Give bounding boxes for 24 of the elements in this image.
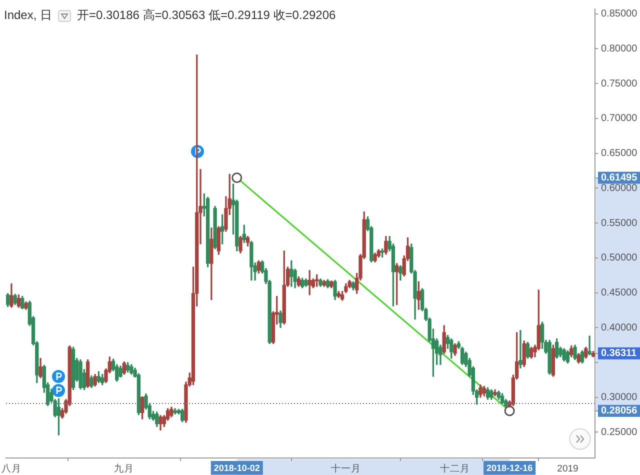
y-tick-label: 0.75000 bbox=[601, 78, 638, 90]
x-tick-label: 十二月 bbox=[440, 462, 470, 474]
x-tick-label: 2018-12-16 bbox=[486, 462, 533, 473]
y-tick-label: 0.40000 bbox=[601, 322, 638, 334]
x-tick-label: 九月 bbox=[114, 462, 134, 474]
chart-subtitle: 开=0.30186 高=0.30563 低=0.29119 收=0.29206 bbox=[77, 7, 336, 24]
y-tick-label: 0.85000 bbox=[601, 8, 638, 20]
y-tick-label: 0.80000 bbox=[601, 43, 638, 54]
y-tick-label: 0.25000 bbox=[601, 426, 638, 438]
y-tick-label: 0.28056 bbox=[601, 406, 638, 417]
y-tick-label: 0.65000 bbox=[601, 148, 638, 160]
y-tick-label: 0.60000 bbox=[601, 182, 638, 194]
y-tick-label: 0.70000 bbox=[601, 113, 638, 124]
x-tick-label: 2018-10-02 bbox=[214, 462, 260, 473]
y-tick-label: 0.61495 bbox=[601, 172, 638, 184]
y-tick-label: 0.30000 bbox=[601, 392, 638, 404]
x-tick-label: 八月 bbox=[1, 463, 22, 474]
y-tick-label: 0.45000 bbox=[601, 288, 638, 299]
y-tick-label: 0.36311 bbox=[601, 348, 638, 360]
chart-title: Index, 日 bbox=[4, 7, 52, 24]
y-tick-label: 0.50000 bbox=[601, 252, 638, 264]
y-tick-label: 0.55000 bbox=[601, 218, 638, 229]
x-tick-label: 十一月 bbox=[330, 462, 361, 474]
x-tick-label: 2019 bbox=[557, 463, 578, 474]
